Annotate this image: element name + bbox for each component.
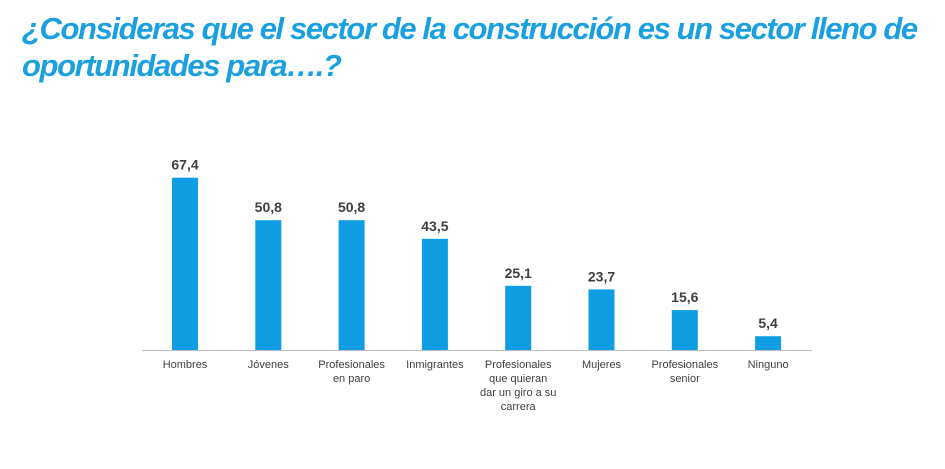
- bar-2: [338, 220, 365, 350]
- bar-value-label-5: 23,7: [588, 268, 615, 284]
- bar-5: [588, 289, 615, 350]
- category-labels-group: Hombres Jóvenes Profesionales en paro Inmigr…: [163, 359, 789, 413]
- chart-title: ¿Consideras que el sector de la construc…: [22, 11, 918, 83]
- bar-7: [755, 336, 782, 350]
- category-label-line: Inmigrantes: [406, 359, 464, 371]
- bar-6: [671, 310, 698, 350]
- category-label-line: carrera: [501, 401, 537, 413]
- category-label-line: Ninguno: [748, 359, 789, 371]
- category-label-line: Mujeres: [582, 359, 622, 371]
- category-label-line: dar un giro a su: [480, 387, 556, 399]
- bars-group: [172, 177, 782, 350]
- bar-4: [505, 285, 532, 350]
- bar-value-label-6: 15,6: [671, 289, 698, 305]
- bar-value-label-1: 50,8: [255, 199, 282, 215]
- category-label-5: Mujeres: [582, 359, 622, 371]
- category-label-line: Profesionales: [651, 359, 718, 371]
- category-label-line: senior: [670, 373, 700, 385]
- bar-1: [255, 220, 282, 350]
- bar-value-label-4: 25,1: [505, 265, 532, 281]
- category-label-7: Ninguno: [748, 359, 789, 371]
- category-label-line: Jóvenes: [248, 359, 289, 371]
- bar-value-label-0: 67,4: [171, 157, 198, 173]
- category-label-0: Hombres: [163, 359, 208, 371]
- category-label-line: Profesionales: [318, 359, 385, 371]
- value-labels-group: 67,4 50,8 50,8 43,5 25,1 23,7 15,6 5,4: [171, 157, 778, 332]
- category-label-line: Profesionales: [485, 359, 552, 371]
- bar-value-label-2: 50,8: [338, 199, 365, 215]
- category-label-1: Jóvenes: [248, 359, 289, 371]
- bar-value-label-3: 43,5: [421, 218, 448, 234]
- category-label-line: Hombres: [163, 359, 208, 371]
- category-label-6: Profesionales senior: [651, 359, 718, 385]
- category-label-line: que quieran: [489, 373, 547, 385]
- category-label-line: en paro: [333, 373, 370, 385]
- category-label-2: Profesionales en paro: [318, 359, 385, 385]
- category-label-3: Inmigrantes: [406, 359, 464, 371]
- bar-0: [172, 177, 198, 350]
- category-label-4: Profesionales que quieran dar un giro a su…: [480, 359, 556, 413]
- bar-3: [421, 238, 448, 350]
- bar-value-label-7: 5,4: [758, 315, 778, 331]
